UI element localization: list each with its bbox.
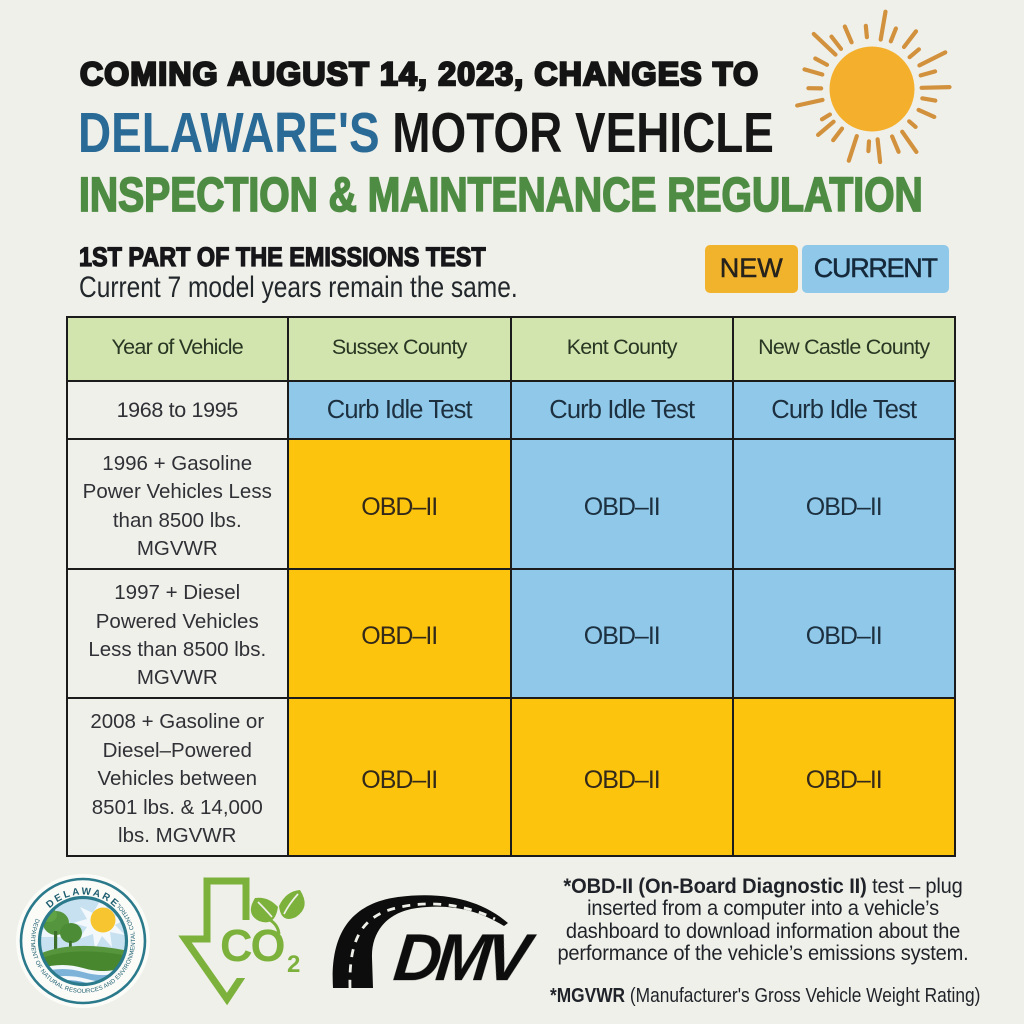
svg-text:DMV: DMV [390, 921, 538, 995]
svg-text:2: 2 [287, 951, 300, 978]
svg-text:CO: CO [220, 920, 284, 971]
